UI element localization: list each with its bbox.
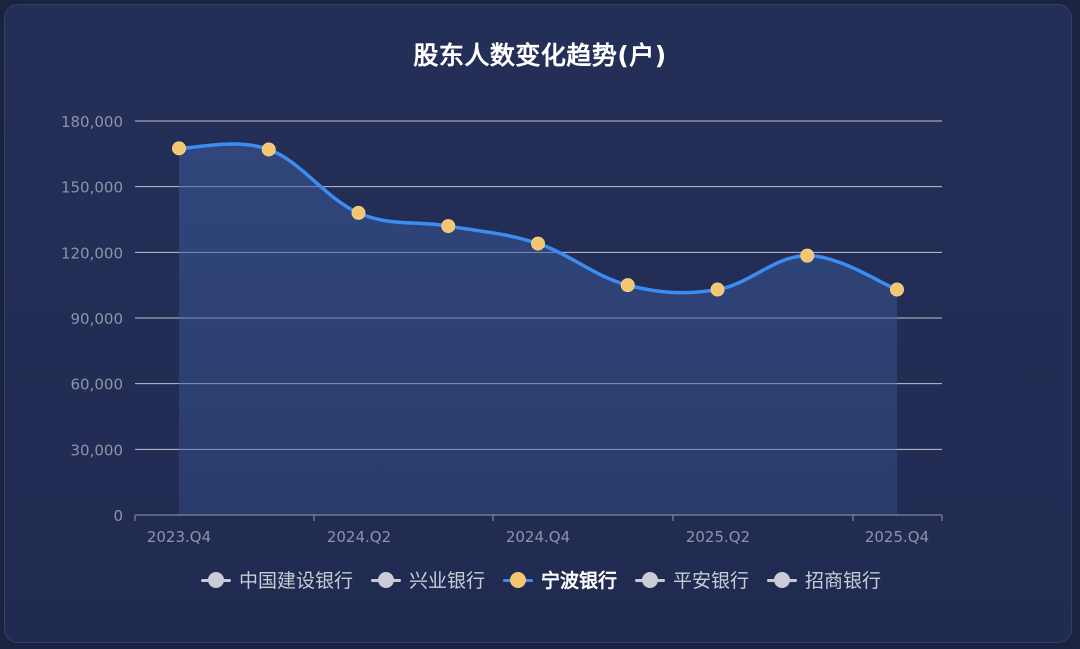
legend-marker-icon bbox=[369, 571, 403, 588]
data-point-2024.Q3 bbox=[441, 219, 456, 234]
legend-label: 兴业银行 bbox=[408, 570, 485, 592]
legend-marker-icon bbox=[199, 571, 233, 588]
legend-marker-icon bbox=[501, 571, 535, 588]
y-tick-label: 180,000 bbox=[61, 113, 123, 131]
data-point-2024.Q4 bbox=[531, 236, 545, 251]
y-tick-label: 120,000 bbox=[61, 244, 123, 262]
legend: 中国建设银行 兴业银行 宁波银行 平安银行 招商银行 bbox=[0, 566, 1080, 593]
legend-marker-icon bbox=[633, 571, 667, 588]
legend-item-3[interactable]: 平安银行 bbox=[633, 566, 749, 593]
data-point-2023.Q4 bbox=[172, 141, 186, 156]
legend-item-1[interactable]: 兴业银行 bbox=[369, 566, 485, 593]
x-tick-label: 2024.Q4 bbox=[506, 528, 570, 546]
data-point-2024.Q2 bbox=[351, 205, 366, 220]
data-point-2025.Q4 bbox=[890, 282, 904, 297]
y-tick-label: 30,000 bbox=[71, 441, 124, 459]
x-tick-label: 2025.Q2 bbox=[686, 528, 750, 546]
legend-label: 宁波银行 bbox=[540, 570, 617, 592]
legend-label: 中国建设银行 bbox=[238, 570, 353, 592]
data-point-2025.Q2 bbox=[710, 282, 725, 297]
legend-label: 招商银行 bbox=[805, 570, 882, 592]
x-tick-label: 2023.Q4 bbox=[147, 528, 211, 546]
y-tick-label: 0 bbox=[113, 507, 123, 525]
x-tick-label: 2025.Q4 bbox=[865, 528, 929, 546]
area-fill bbox=[179, 144, 897, 515]
legend-label: 平安银行 bbox=[673, 570, 750, 592]
data-point-2024.Q1 bbox=[261, 142, 276, 157]
legend-item-2[interactable]: 宁波银行 bbox=[501, 566, 617, 593]
y-tick-label: 90,000 bbox=[71, 310, 124, 328]
series-area-宁波银行 bbox=[179, 144, 897, 515]
legend-item-4[interactable]: 招商银行 bbox=[765, 566, 881, 593]
y-tick-label: 150,000 bbox=[61, 179, 123, 197]
legend-marker-icon bbox=[765, 571, 799, 588]
y-tick-label: 60,000 bbox=[71, 376, 124, 394]
data-point-2025.Q3 bbox=[800, 248, 815, 263]
legend-item-0[interactable]: 中国建设银行 bbox=[199, 566, 353, 593]
chart-title: 股东人数变化趋势(户) bbox=[413, 41, 667, 70]
data-point-2025.Q1 bbox=[620, 278, 635, 293]
axes: 0 30,000 60,000 90,000 120,000 150,000 180,000… bbox=[61, 113, 943, 546]
x-tick-label: 2024.Q2 bbox=[327, 528, 391, 546]
data-points bbox=[172, 141, 904, 297]
